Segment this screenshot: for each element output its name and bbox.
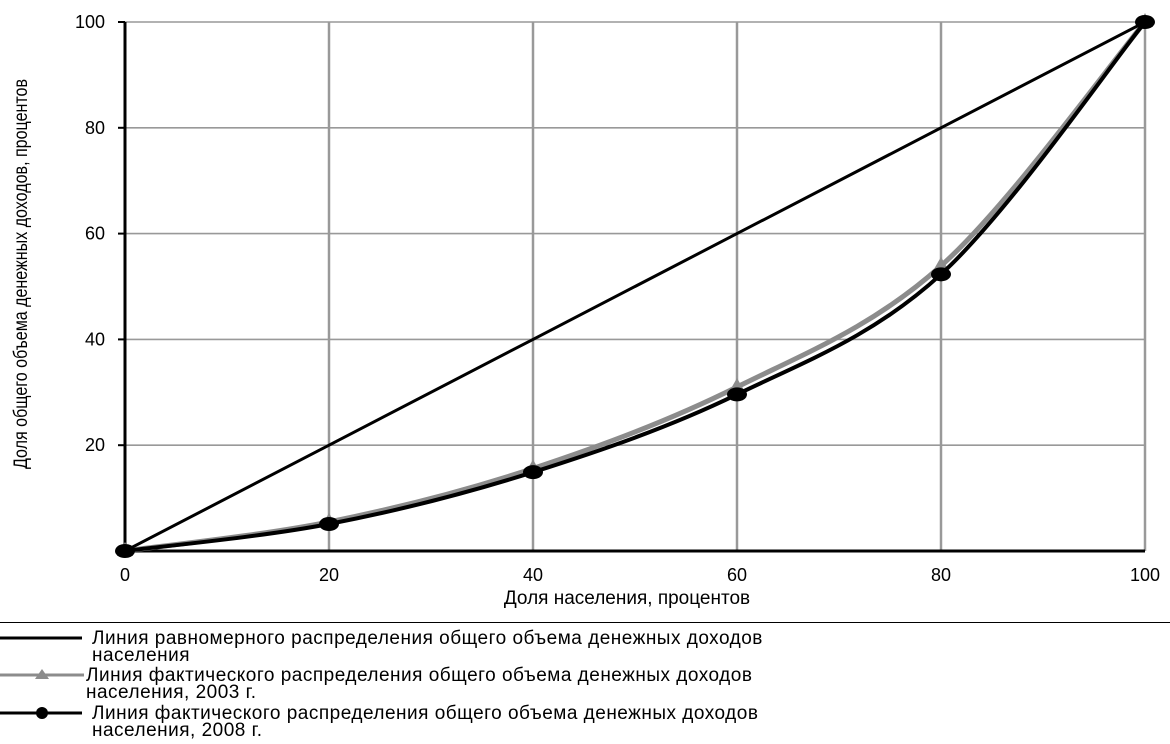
data-point-circle <box>523 465 543 480</box>
tick-labels: 0 20 40 60 80 100 20 40 60 80 100 <box>75 12 1160 585</box>
x-tick-label: 40 <box>523 565 543 585</box>
series-layer <box>115 13 1155 558</box>
lorenz-chart: 0 20 40 60 80 100 20 40 60 80 100 Доля населения, … <box>11 12 1160 609</box>
x-tick-label: 60 <box>727 565 747 585</box>
axes <box>118 21 1145 553</box>
legend-item-uniform: Линия равномерного распределения общего … <box>0 628 1170 666</box>
y-tick-label: 60 <box>85 224 105 244</box>
legend-label-2003: Линия фактического распределения общего … <box>86 665 753 703</box>
grid <box>125 21 1147 551</box>
series-line <box>124 20 1146 553</box>
legend-swatch-uniform <box>0 636 82 640</box>
legend-divider <box>0 622 1170 623</box>
legend-item-2003: Линия фактического распределения общего … <box>0 665 1170 703</box>
data-point-triangle <box>933 256 949 271</box>
x-tick-label: 20 <box>319 565 339 585</box>
legend-swatch-2008 <box>0 707 82 719</box>
series-0 <box>124 20 1146 553</box>
y-tick-label: 20 <box>85 435 105 455</box>
series-line <box>124 20 1147 553</box>
x-axis-title: Доля населения, процентов <box>504 588 750 609</box>
data-point-circle <box>319 517 339 532</box>
x-tick-label: 80 <box>931 565 951 585</box>
legend-label-uniform: Линия равномерного распределения общего … <box>92 628 763 666</box>
y-tick-label: 80 <box>85 118 105 138</box>
x-tick-label: 0 <box>120 565 130 585</box>
legend-item-2008: Линия фактического распределения общего … <box>0 703 1170 741</box>
y-axis-title: Доля общего объема денежных доходов, про… <box>11 79 32 469</box>
legend-label-2008: Линия фактического распределения общего … <box>92 703 759 741</box>
x-tick-label: 100 <box>1130 565 1160 585</box>
data-point-circle <box>727 387 747 402</box>
y-tick-label: 40 <box>85 329 105 349</box>
data-point-circle <box>931 267 951 282</box>
y-tick-label: 100 <box>75 12 105 32</box>
legend-swatch-2003 <box>0 669 84 679</box>
